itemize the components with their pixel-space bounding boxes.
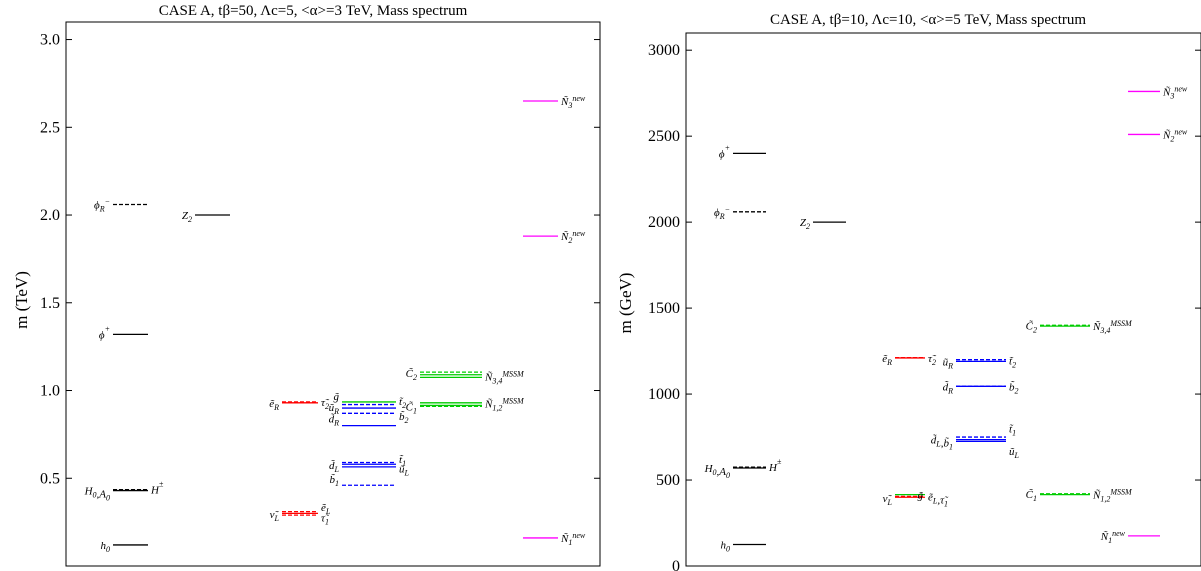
particle-label: τ̃2 <box>321 397 330 411</box>
particle-label: C̃1 <box>1026 488 1037 503</box>
plot-frame <box>65 21 601 567</box>
particle-label: Z2 <box>800 217 810 231</box>
particle-label: ẽR <box>269 398 279 412</box>
particle-label: ẽR <box>882 353 892 367</box>
particle-label: Ñ3,4MSSM <box>1092 319 1133 335</box>
particle-label: t̃2 <box>399 396 406 410</box>
particle-label: b̃1 <box>330 473 340 488</box>
particle-label: Ñ1new <box>1100 529 1126 545</box>
y-tick-label: 0.5 <box>40 470 60 487</box>
y-tick-label: 3.0 <box>40 32 60 49</box>
particle-label: H± <box>150 480 164 497</box>
chart-panel-right: CASE A, tβ=10, Λc=10, <α>=5 TeV, Mass sp… <box>616 12 1201 571</box>
y-tick-label: 3000 <box>648 42 680 59</box>
particle-label: h0 <box>721 540 731 554</box>
particle-label: ẽL <box>321 502 331 516</box>
particle-label: H0,A0 <box>84 486 110 503</box>
y-axis-label-right: m (GeV) <box>616 273 635 334</box>
y-tick-label: 1500 <box>648 300 680 317</box>
particle-label: ϕ+ <box>719 143 730 160</box>
particle-label: Ñ2new <box>1162 127 1188 143</box>
particle-label: t̃1 <box>1009 423 1016 437</box>
y-tick-label: 2.5 <box>40 119 60 136</box>
particle-label: ũR <box>329 402 340 416</box>
particle-label: Ñ1,2MSSM <box>484 397 525 413</box>
particle-label: ẽL,τ̃1 <box>928 491 949 508</box>
particle-label: ν̃L <box>883 493 893 507</box>
particle-label: Ñ3new <box>560 94 586 110</box>
particle-label: C̃1 <box>406 400 417 415</box>
particle-label: t̃1 <box>399 454 406 468</box>
particle-label: d̃R <box>329 412 340 427</box>
particle-label: Ñ1new <box>560 531 586 547</box>
plot-frame <box>685 32 1201 567</box>
y-axis-label-left: m (TeV) <box>12 271 31 329</box>
particle-label: ũL <box>1009 446 1020 460</box>
particle-label: ũL <box>399 464 410 478</box>
particle-label: ũR <box>943 356 954 370</box>
particle-label: b̃2 <box>399 410 409 425</box>
particle-label: ϕ+ <box>99 324 110 341</box>
y-tick-label: 0 <box>672 558 680 571</box>
y-tick-label: 2.0 <box>40 207 60 224</box>
particle-label: ν̃L <box>270 509 280 523</box>
particle-label: t̃2 <box>1009 356 1016 370</box>
particle-label: τ̃1 <box>321 513 330 527</box>
particle-label: h0 <box>101 540 111 554</box>
particle-label: C̃2 <box>1026 319 1037 334</box>
particle-label: H± <box>768 457 782 474</box>
chart-panel-left: CASE A, tβ=50, Λc=5, <α>=3 TeV, Mass spe… <box>12 3 601 567</box>
particle-label: Z2 <box>182 210 192 224</box>
particle-label: g̃ <box>918 490 924 502</box>
y-tick-label: 500 <box>656 472 680 489</box>
y-tick-label: 2500 <box>648 128 680 145</box>
particle-label: d̃R <box>943 380 954 395</box>
particle-label: τ̃2 <box>928 353 937 367</box>
particle-label: Ñ1,2MSSM <box>1092 488 1133 504</box>
particle-label: ϕR− <box>94 198 110 214</box>
chart-title-right: CASE A, tβ=10, Λc=10, <α>=5 TeV, Mass sp… <box>770 12 1086 28</box>
particle-label: Ñ2new <box>560 229 586 245</box>
y-tick-label: 1.5 <box>40 295 60 312</box>
y-tick-label: 2000 <box>648 214 680 231</box>
particle-label: d̃L <box>329 459 340 474</box>
particle-label: b̃2 <box>1009 380 1019 395</box>
particle-label: d̃L,b̃1 <box>931 433 953 451</box>
particle-label: C̃2 <box>406 367 417 382</box>
y-tick-label: 1.0 <box>40 383 60 400</box>
particle-label: ϕR− <box>714 205 730 221</box>
particle-label: H0,A0 <box>704 463 730 480</box>
particle-label: g̃ <box>334 391 340 403</box>
y-tick-label: 1000 <box>648 386 680 403</box>
particle-label: Ñ3,4MSSM <box>484 369 525 385</box>
chart-title-left: CASE A, tβ=50, Λc=5, <α>=3 TeV, Mass spe… <box>159 3 468 19</box>
particle-label: Ñ3new <box>1162 84 1188 100</box>
